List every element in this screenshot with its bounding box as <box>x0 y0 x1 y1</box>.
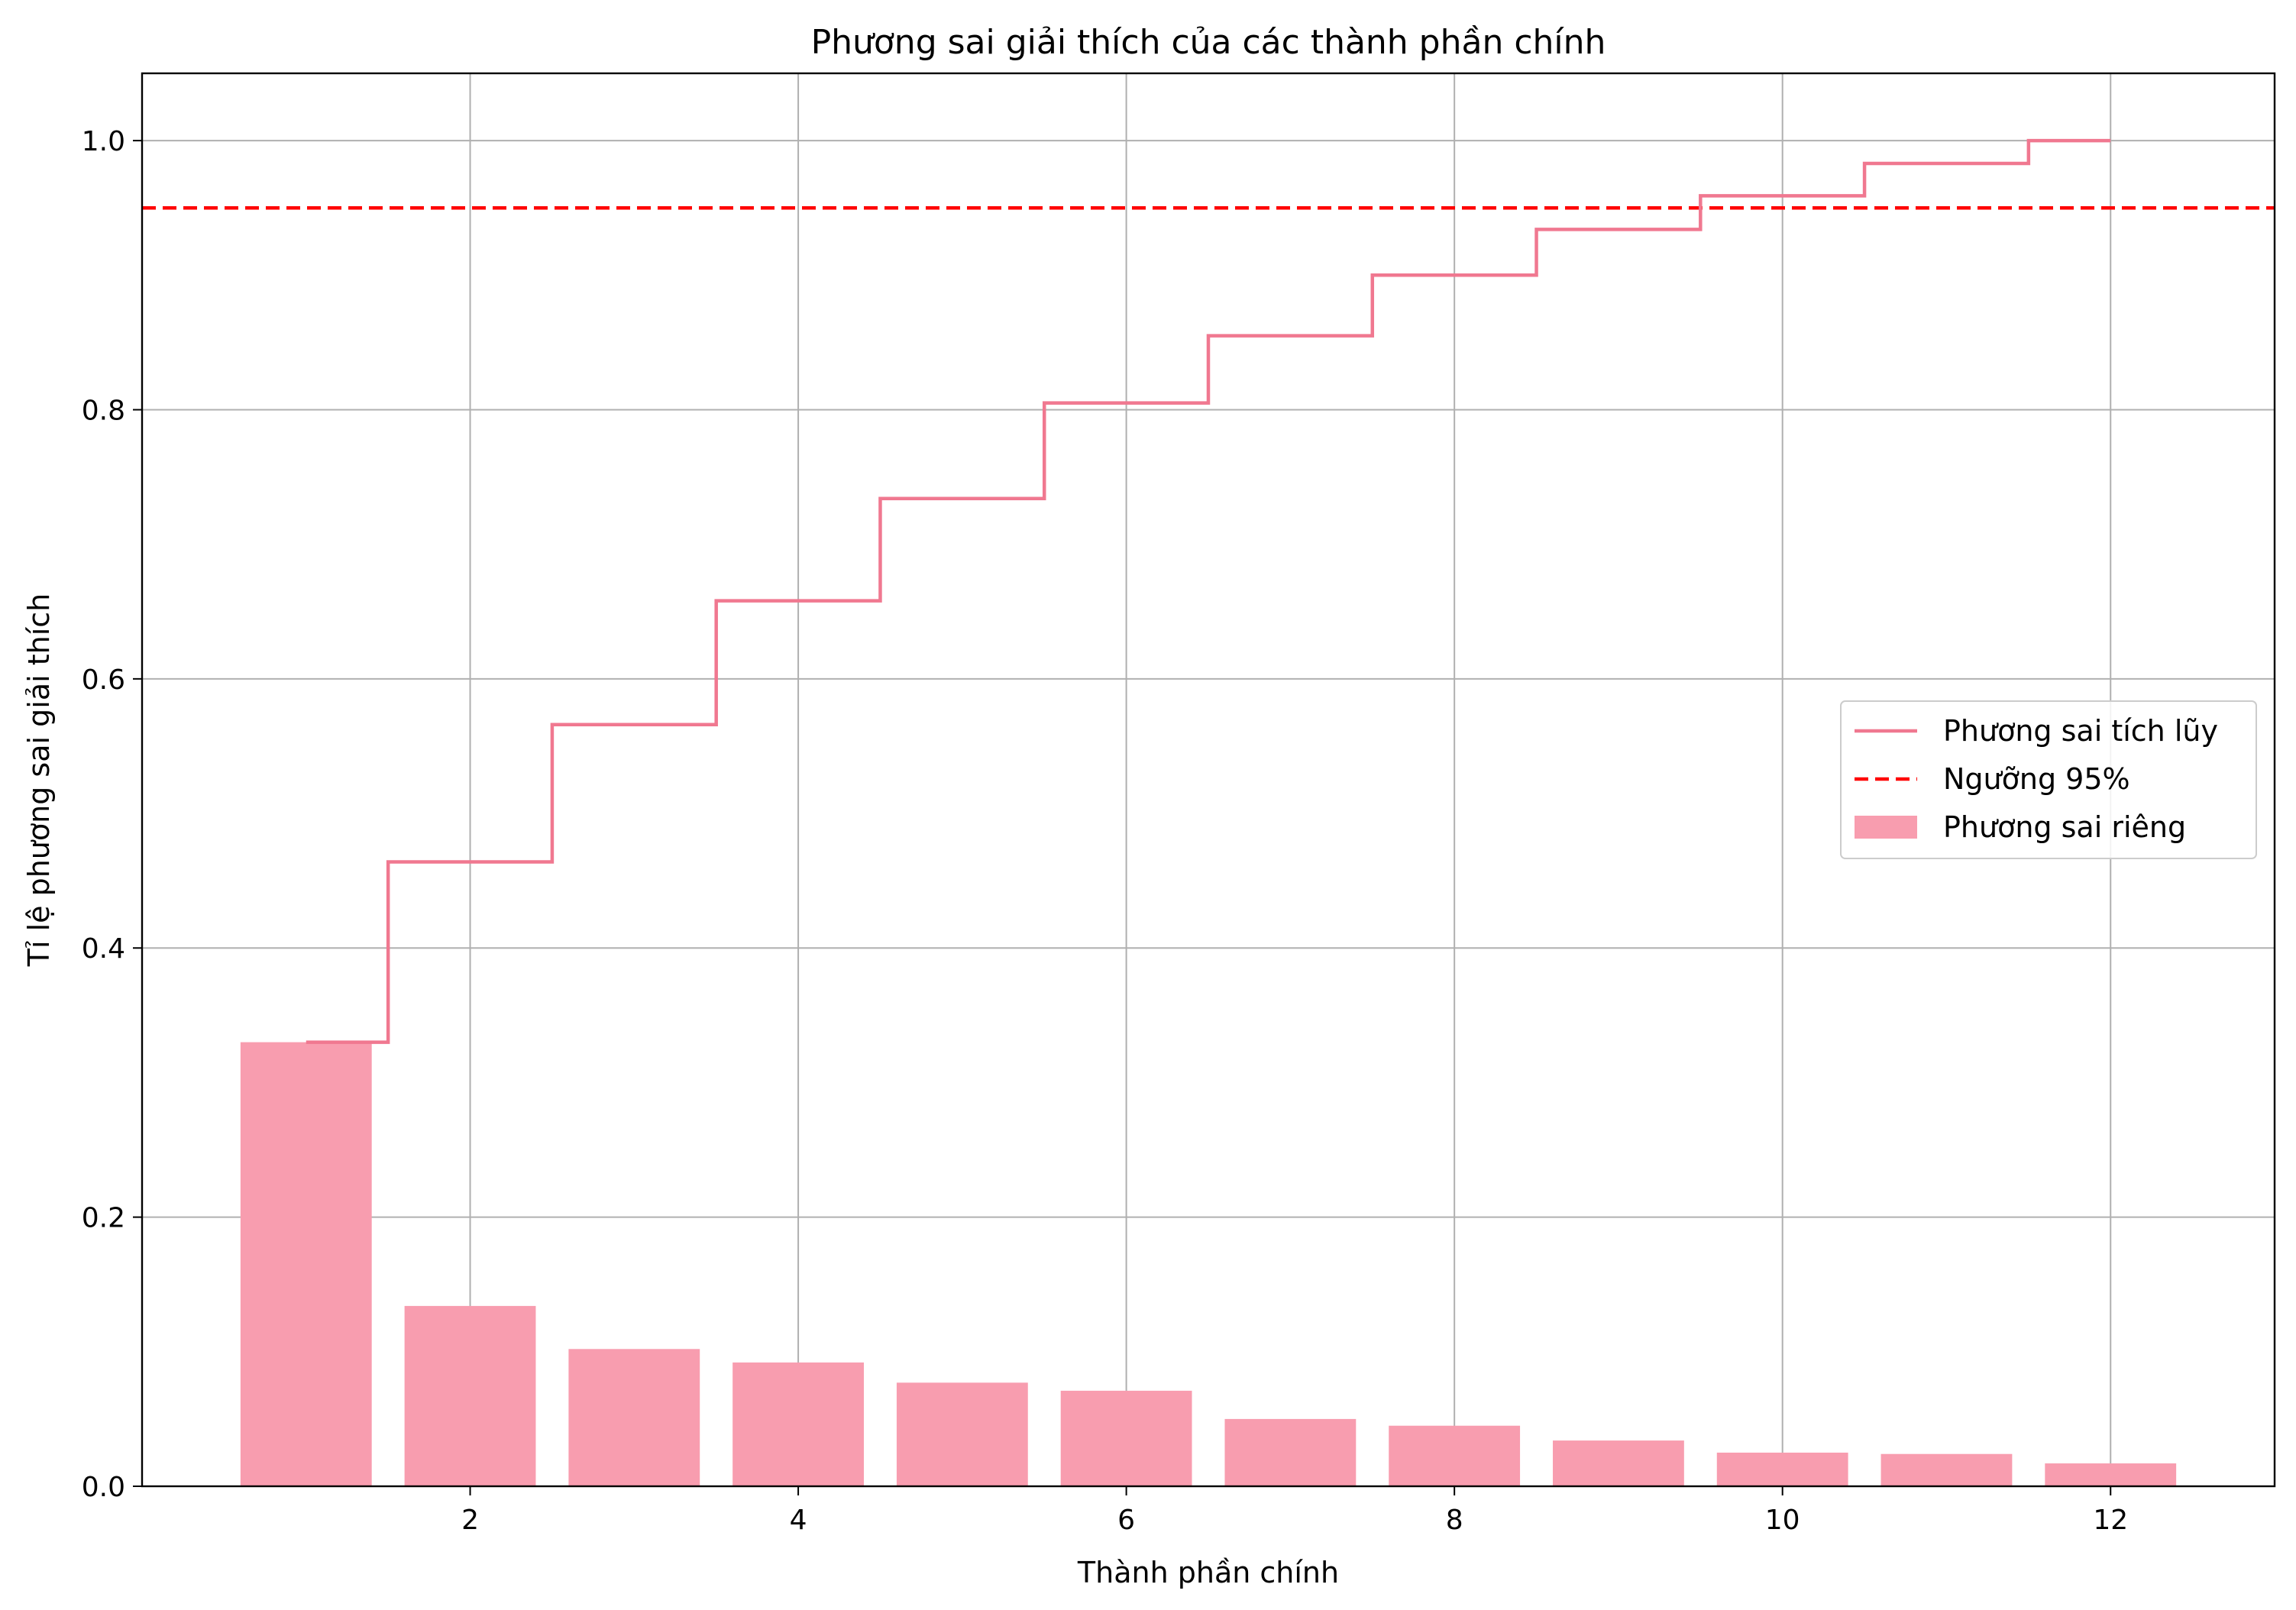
x-tick-label: 12 <box>2093 1505 2128 1536</box>
bar <box>732 1362 864 1486</box>
plot-frame <box>141 72 2276 1488</box>
bar <box>240 1042 372 1486</box>
bar-series <box>240 1042 2177 1486</box>
legend-box <box>1840 700 2257 859</box>
bar <box>568 1349 700 1486</box>
bar <box>2045 1463 2177 1486</box>
bar <box>404 1305 536 1486</box>
x-tick-label: 2 <box>461 1505 479 1536</box>
legend-label-threshold: Ngưỡng 95% <box>1943 762 2130 796</box>
bar <box>1716 1452 1848 1486</box>
x-tick-label: 8 <box>1446 1505 1463 1536</box>
y-tick-label: 1.0 <box>82 126 125 157</box>
y-tick-label: 0.2 <box>82 1203 125 1234</box>
cumulative-step-line <box>306 138 2111 1044</box>
legend-swatch-individual <box>1855 816 1917 839</box>
x-axis-label: Thành phần chính <box>1077 1556 1339 1589</box>
x-tick-label: 10 <box>1765 1505 1800 1536</box>
legend: Phương sai tích lũy Ngưỡng 95% Phương sa… <box>1840 700 2257 859</box>
bar <box>1553 1440 1684 1486</box>
chart-title: Phương sai giải thích của các thành phần… <box>811 23 1606 62</box>
y-tick-label: 0.4 <box>82 933 125 965</box>
bar <box>1060 1390 1192 1486</box>
bar <box>1224 1418 1357 1486</box>
legend-label-cumulative: Phương sai tích lũy <box>1943 714 2218 748</box>
legend-label-individual: Phương sai riêng <box>1943 810 2186 844</box>
x-axis-ticks: 2 4 6 8 10 12 <box>461 1486 2128 1536</box>
bar <box>1389 1425 1521 1486</box>
bar <box>1880 1453 2013 1486</box>
y-tick-label: 0.6 <box>82 664 125 696</box>
gridlines <box>142 73 2275 1487</box>
x-tick-label: 4 <box>790 1505 807 1536</box>
cumulative-step-series <box>306 138 2111 1044</box>
y-axis-label: Tỉ lệ phương sai giải thích <box>22 593 56 968</box>
bar <box>896 1382 1028 1486</box>
y-tick-label: 0.8 <box>82 395 125 426</box>
y-tick-label: 0.0 <box>82 1472 125 1503</box>
x-tick-label: 6 <box>1117 1505 1135 1536</box>
y-axis-ticks: 0.0 0.2 0.4 0.6 0.8 1.0 <box>82 126 142 1503</box>
